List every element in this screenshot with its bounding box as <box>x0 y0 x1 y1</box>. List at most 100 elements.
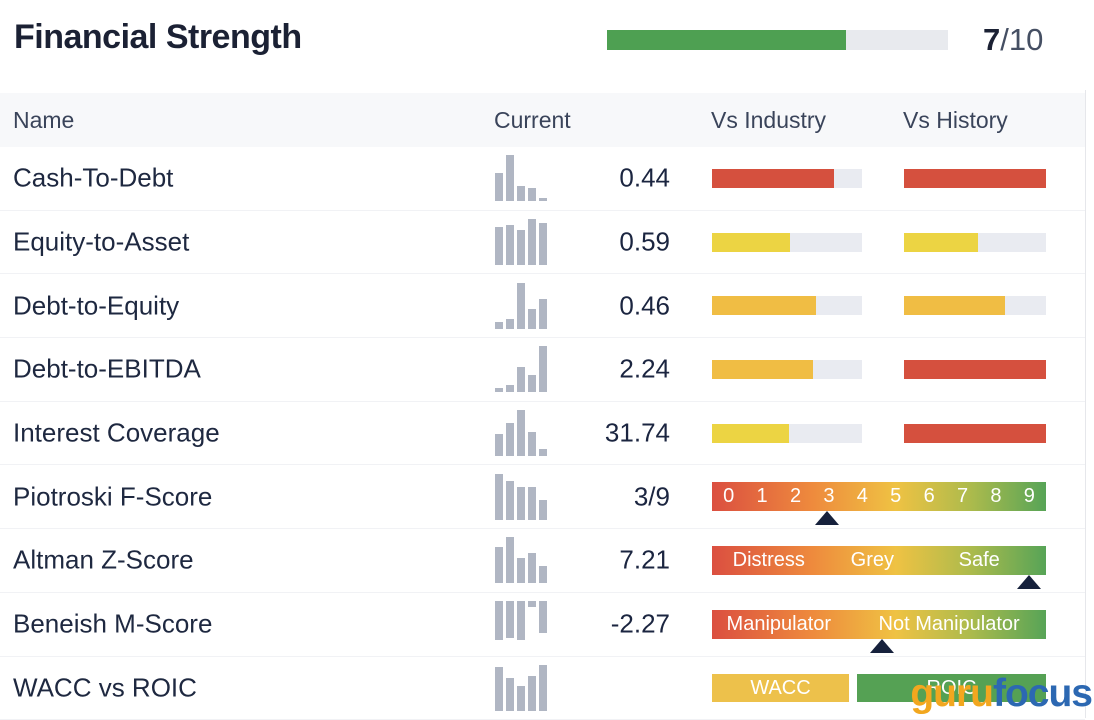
spark-bar <box>517 487 525 520</box>
score-marker-triangle <box>815 511 839 525</box>
spark-bar <box>506 155 514 201</box>
scale-number: 6 <box>912 482 945 511</box>
page-title: Financial Strength <box>14 18 302 57</box>
spark-bar <box>495 388 503 393</box>
metric-value: 2.24 <box>540 354 670 385</box>
spark-bar <box>539 198 547 202</box>
metric-name[interactable]: Beneish M-Score <box>13 609 212 640</box>
spark-bar <box>528 188 536 202</box>
metric-value: 7.21 <box>540 545 670 576</box>
metric-name[interactable]: Interest Coverage <box>13 418 220 449</box>
bar-fill <box>904 360 1046 379</box>
score-marker-triangle <box>870 639 894 653</box>
vs-history-bar <box>904 424 1046 443</box>
spark-bar <box>528 601 536 607</box>
column-header-vs-history: Vs History <box>903 107 1008 134</box>
spark-bar <box>517 230 525 265</box>
spark-bar <box>495 173 503 202</box>
metric-value: -2.27 <box>540 609 670 640</box>
strength-score-value: 7 <box>983 22 1000 57</box>
metric-value: 0.44 <box>540 163 670 194</box>
comparison-area <box>712 402 1046 465</box>
spark-bar <box>517 410 525 456</box>
spark-bar <box>528 375 536 392</box>
table-header: Name Current Vs Industry Vs History <box>0 93 1085 147</box>
vs-history-bar <box>904 360 1046 379</box>
metric-name[interactable]: Equity-to-Asset <box>13 227 189 258</box>
spark-bar <box>539 665 547 711</box>
metric-name[interactable]: WACC vs ROIC <box>13 672 197 703</box>
scale-number: 5 <box>879 482 912 511</box>
spark-bar <box>495 434 503 456</box>
scale-zone-label: Grey <box>851 546 894 575</box>
vs-history-bar <box>904 296 1046 315</box>
column-header-vs-industry: Vs Industry <box>711 107 826 134</box>
strength-progress-bar <box>607 30 948 50</box>
spark-bar <box>517 601 525 640</box>
spark-bar <box>495 227 503 265</box>
spark-bar <box>528 487 536 520</box>
metric-name[interactable]: Altman Z-Score <box>13 545 194 576</box>
spark-bar <box>528 553 536 583</box>
scale-number: 0 <box>712 482 745 511</box>
spark-bar <box>528 432 536 456</box>
table-row[interactable]: Cash-To-Debt 0.44 <box>0 147 1085 211</box>
spark-bar <box>539 449 547 456</box>
spark-bar <box>506 537 514 583</box>
scale-number: 1 <box>745 482 778 511</box>
spark-bar <box>517 558 525 583</box>
strength-progress-fill <box>607 30 846 50</box>
spark-bar <box>506 385 514 392</box>
spark-bar <box>517 283 525 329</box>
spark-bar <box>517 186 525 201</box>
spark-bar <box>517 367 525 392</box>
bar-fill <box>904 169 1046 188</box>
spark-bar <box>506 601 514 638</box>
bar-fill <box>712 296 816 315</box>
metric-name[interactable]: Cash-To-Debt <box>13 163 173 194</box>
spark-bar <box>506 678 514 711</box>
spark-bar <box>528 309 536 328</box>
column-header-current: Current <box>494 107 571 134</box>
right-edge-divider <box>1085 90 1086 718</box>
spark-bar <box>506 423 514 456</box>
scale-zone-label: Safe <box>959 546 1000 575</box>
gurufocus-logo[interactable]: gurufocus <box>910 672 1092 716</box>
scale-number: 3 <box>812 482 845 511</box>
bar-fill <box>712 169 834 188</box>
spark-bar <box>495 547 503 584</box>
metric-name[interactable]: Debt-to-Equity <box>13 290 179 321</box>
scale-number: 4 <box>846 482 879 511</box>
vs-history-bar <box>904 169 1046 188</box>
table-row[interactable]: Debt-to-EBITDA 2.24 <box>0 338 1085 402</box>
gurufocus-logo-guru: guru <box>910 672 993 715</box>
column-header-name: Name <box>13 107 74 134</box>
strength-score: 7/10 <box>983 22 1043 58</box>
scale-number: 2 <box>779 482 812 511</box>
scale-number: 7 <box>946 482 979 511</box>
vs-industry-bar <box>712 169 862 188</box>
score-marker-triangle <box>1017 575 1041 589</box>
metric-value: 3/9 <box>540 481 670 512</box>
gurufocus-logo-focus: focus <box>993 672 1092 715</box>
vs-industry-bar <box>712 360 862 379</box>
spark-bar <box>517 686 525 711</box>
metric-name[interactable]: Debt-to-EBITDA <box>13 354 201 385</box>
comparison-area <box>712 211 1046 274</box>
spark-bar <box>495 601 503 640</box>
metric-name[interactable]: Piotroski F-Score <box>13 481 212 512</box>
